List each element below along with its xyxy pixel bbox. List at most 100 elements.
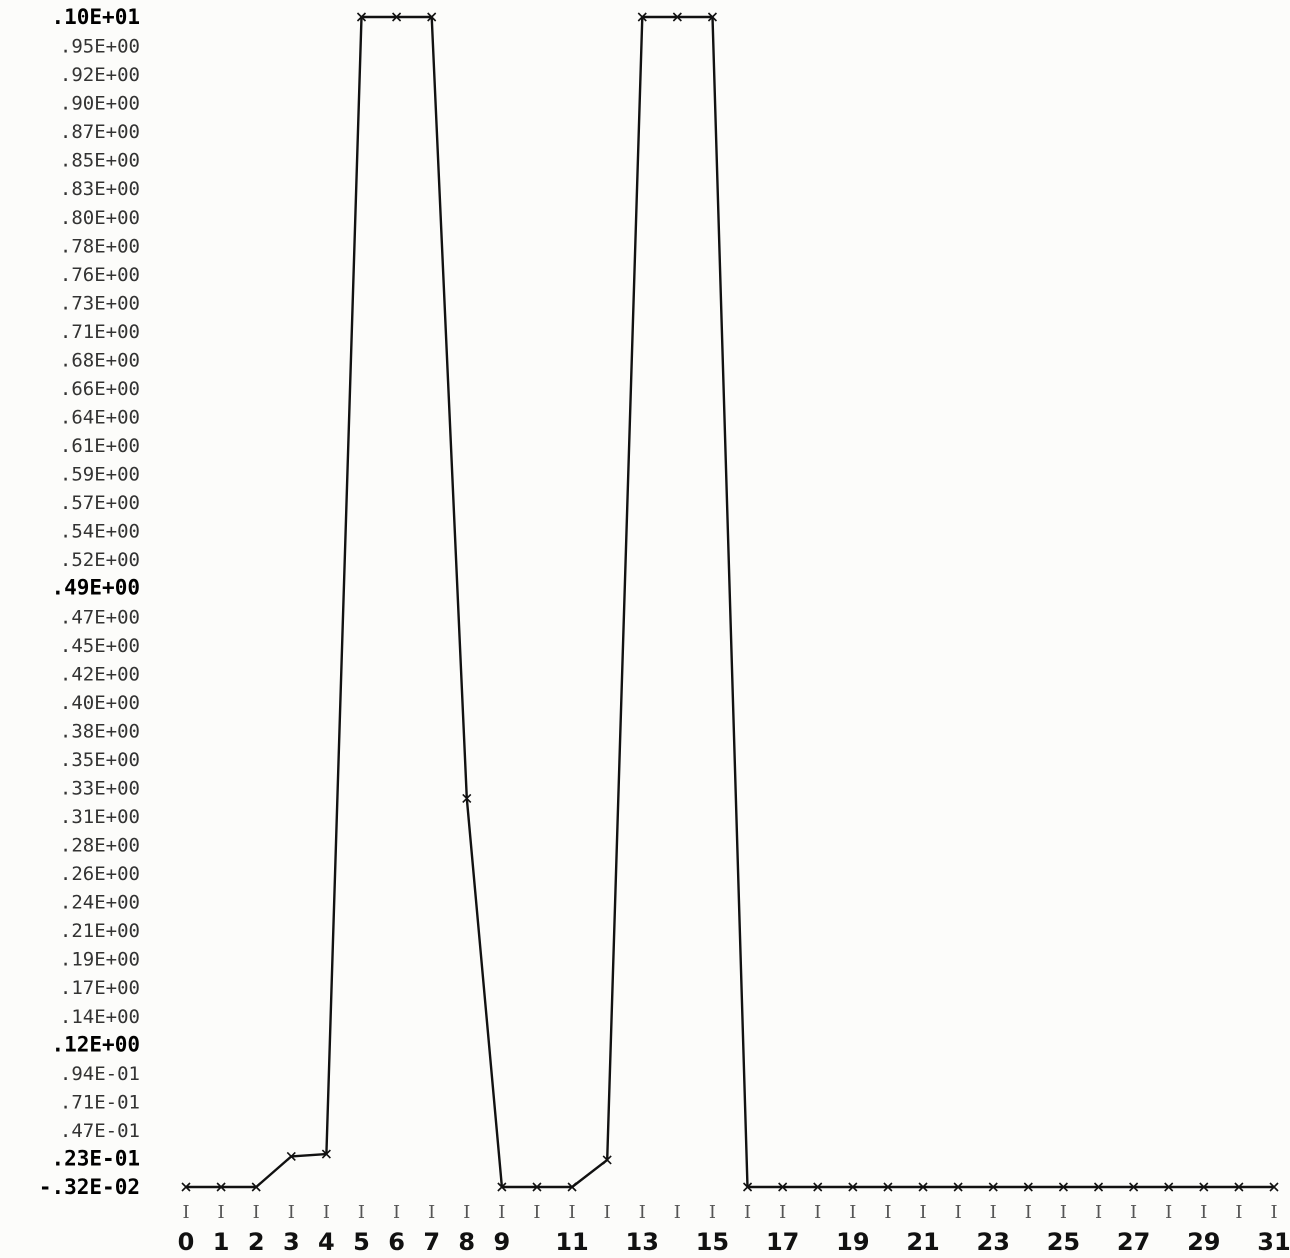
data-point-marker — [883, 1182, 893, 1192]
x-tick-mark: I — [604, 1202, 611, 1223]
data-point-marker — [953, 1182, 963, 1192]
y-tick-label: .95E+00 — [60, 36, 140, 58]
x-tick-mark: I — [218, 1202, 225, 1223]
x-tick-mark: I — [498, 1202, 505, 1223]
data-point-marker — [672, 12, 682, 22]
y-tick-label: .54E+00 — [60, 521, 140, 543]
y-tick-label: .17E+00 — [60, 977, 140, 999]
y-tick-label: .47E-01 — [60, 1120, 140, 1142]
series-line-group — [186, 15, 1274, 1189]
x-tick-mark: I — [358, 1202, 365, 1223]
data-point-marker — [637, 12, 647, 22]
x-tick-mark: I — [1130, 1202, 1137, 1223]
data-point-marker — [602, 1155, 612, 1165]
x-tick-label: 3 — [283, 1228, 300, 1256]
data-point-marker — [251, 1182, 261, 1192]
y-tick-label: .76E+00 — [60, 264, 140, 286]
x-tick-mark: I — [814, 1202, 821, 1223]
x-tick-mark: I — [674, 1202, 681, 1223]
data-point-marker — [1129, 1182, 1139, 1192]
data-point-marker — [813, 1182, 823, 1192]
data-point-marker — [1234, 1182, 1244, 1192]
data-point-marker — [1269, 1182, 1279, 1192]
y-tick-label: .71E+00 — [60, 321, 140, 343]
y-tick-label: .23E-01 — [51, 1146, 140, 1170]
data-point-marker — [462, 793, 472, 803]
series-markers — [181, 12, 1279, 1192]
y-tick-label: .78E+00 — [60, 235, 140, 257]
x-tick-mark: I — [569, 1202, 576, 1223]
y-tick-label: .21E+00 — [60, 920, 140, 942]
x-tick-mark: I — [639, 1202, 646, 1223]
x-tick-label: 13 — [626, 1228, 659, 1256]
y-tick-label: .83E+00 — [60, 178, 140, 200]
y-tick-label: .19E+00 — [60, 949, 140, 971]
series-line — [186, 15, 1274, 1189]
y-tick-label: .85E+00 — [60, 150, 140, 172]
y-tick-label: .73E+00 — [60, 292, 140, 314]
y-tick-label: .28E+00 — [60, 835, 140, 857]
x-tick-mark: I — [955, 1202, 962, 1223]
y-tick-label: .92E+00 — [60, 64, 140, 86]
y-tick-label: .87E+00 — [60, 121, 140, 143]
data-point-marker — [1164, 1182, 1174, 1192]
data-point-marker — [392, 12, 402, 22]
x-tick-label: 2 — [248, 1228, 265, 1256]
y-tick-label: .47E+00 — [60, 606, 140, 628]
data-point-marker — [427, 12, 437, 22]
y-tick-label: .57E+00 — [60, 492, 140, 514]
x-tick-mark: I — [253, 1202, 260, 1223]
x-tick-label: 27 — [1117, 1228, 1150, 1256]
data-point-marker — [742, 1182, 753, 1192]
data-point-marker — [497, 1182, 507, 1192]
x-tick-mark: I — [1200, 1202, 1207, 1223]
x-tick-label: 23 — [977, 1228, 1010, 1256]
data-point-marker — [356, 12, 367, 22]
data-point-marker — [918, 1182, 928, 1192]
x-tick-label: 21 — [906, 1228, 939, 1256]
data-point-marker — [1093, 1182, 1104, 1192]
y-axis-labels: .10E+01 .95E+00 .92E+00 .90E+00 .87E+00 .85E+… — [39, 5, 140, 1199]
y-tick-label: -.32E-02 — [39, 1175, 140, 1199]
x-tick-label: 31 — [1257, 1228, 1290, 1256]
x-tick-label: 17 — [766, 1228, 799, 1256]
y-tick-label: .94E-01 — [60, 1063, 140, 1085]
x-tick-mark: I — [744, 1202, 751, 1223]
data-point-marker — [1058, 1182, 1068, 1192]
data-point-marker — [1199, 1182, 1209, 1192]
y-tick-label: .26E+00 — [60, 863, 140, 885]
y-tick-label: .59E+00 — [60, 464, 140, 486]
y-tick-label: .33E+00 — [60, 777, 140, 799]
x-tick-label: 4 — [318, 1228, 335, 1256]
data-point-marker — [778, 1182, 788, 1192]
y-tick-label: .38E+00 — [60, 720, 140, 742]
x-tick-mark: I — [1095, 1202, 1102, 1223]
x-tick-mark: I — [182, 1202, 189, 1223]
x-tick-label: 1 — [213, 1228, 230, 1256]
x-tick-mark: I — [709, 1202, 716, 1223]
y-tick-label: .61E+00 — [60, 435, 140, 457]
x-tick-label: 19 — [836, 1228, 869, 1256]
x-tick-label: 25 — [1047, 1228, 1080, 1256]
x-tick-mark: I — [533, 1202, 540, 1223]
x-tick-mark: I — [884, 1202, 891, 1223]
y-tick-label: .40E+00 — [60, 692, 140, 714]
data-point-marker — [707, 12, 718, 22]
x-tick-label: 0 — [178, 1228, 195, 1256]
data-point-marker — [286, 1151, 296, 1162]
y-tick-label: .10E+01 — [51, 5, 140, 29]
x-tick-label: 7 — [423, 1228, 440, 1256]
x-tick-mark: I — [1025, 1202, 1032, 1223]
y-tick-label: .14E+00 — [60, 1006, 140, 1028]
y-tick-label: .45E+00 — [60, 635, 140, 657]
x-tick-mark: I — [463, 1202, 470, 1223]
y-tick-label: .66E+00 — [60, 378, 140, 400]
y-tick-label: .42E+00 — [60, 663, 140, 685]
data-point-marker — [848, 1182, 858, 1192]
x-tick-label: 6 — [388, 1228, 405, 1256]
data-point-marker — [216, 1182, 226, 1192]
x-tick-mark: I — [1165, 1202, 1172, 1223]
y-tick-label: .24E+00 — [60, 892, 140, 914]
